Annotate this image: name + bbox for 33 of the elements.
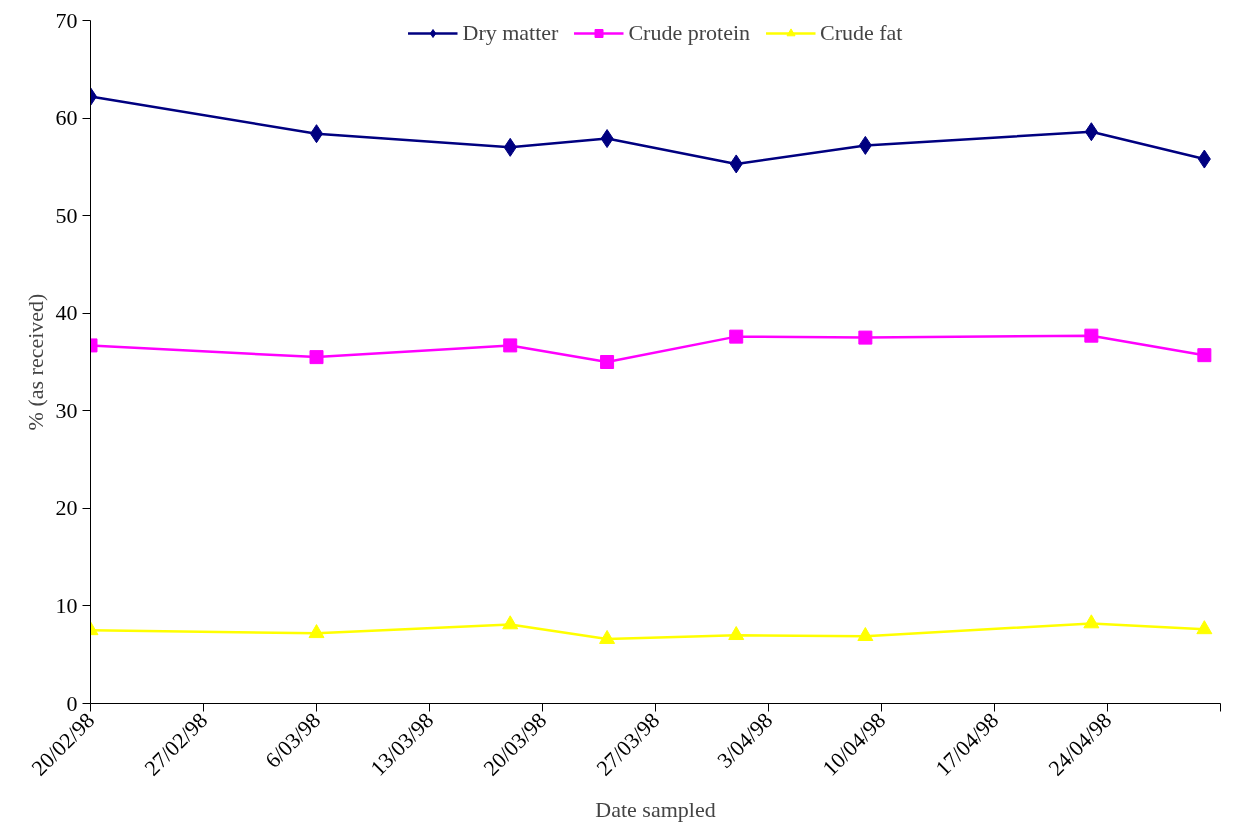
- point: [728, 626, 745, 641]
- point: [309, 350, 324, 365]
- point: [1084, 328, 1099, 343]
- y-tick-label: 30: [55, 397, 78, 423]
- y-tick-label: 20: [55, 495, 78, 521]
- y-tick-label: 70: [55, 7, 78, 33]
- point: [599, 629, 616, 644]
- point: [1197, 149, 1211, 169]
- point: [1196, 620, 1213, 635]
- point: [1083, 614, 1100, 629]
- point: [503, 338, 518, 353]
- point: [600, 355, 615, 369]
- legend-label: Dry matter: [462, 20, 559, 46]
- y-tick-label: 60: [55, 105, 78, 131]
- y-tick-label: 0: [66, 690, 78, 716]
- x-axis-title: Date sampled: [595, 797, 716, 823]
- point: [857, 627, 874, 642]
- point: [729, 329, 744, 344]
- point: [503, 137, 517, 157]
- point: [1197, 348, 1212, 363]
- point: [502, 615, 519, 630]
- y-tick-label: 10: [55, 592, 78, 618]
- point: [1084, 122, 1098, 142]
- point: [858, 135, 872, 155]
- point: [729, 154, 743, 174]
- legend-label: Crude protein: [628, 20, 751, 46]
- y-tick-label: 40: [55, 300, 78, 326]
- point: [308, 624, 325, 639]
- point: [600, 129, 614, 149]
- y-tick-label: 50: [55, 202, 78, 228]
- point: [858, 330, 873, 345]
- y-axis-title: % (as received): [22, 293, 48, 431]
- legend-label: Crude fat: [820, 20, 903, 46]
